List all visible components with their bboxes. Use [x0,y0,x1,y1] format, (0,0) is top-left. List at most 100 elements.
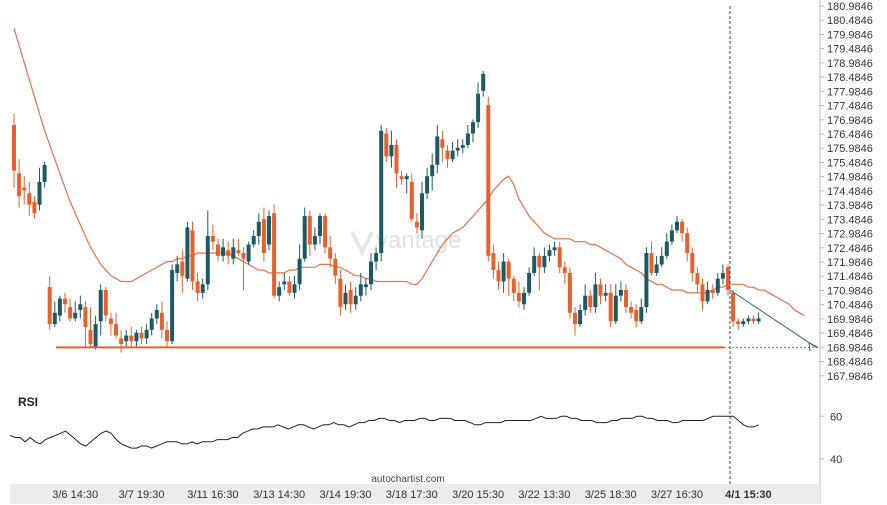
candle-body [98,290,103,322]
candle-body [52,312,57,325]
candle [649,241,654,276]
candle [680,218,685,242]
candle-body [715,278,720,293]
candle-body [103,290,108,316]
candle [292,275,297,299]
candle [236,238,241,256]
moving-average-layer [13,28,805,317]
candle [338,270,343,316]
price-tick-label: 176.9846 [827,115,873,127]
candle-body [114,324,118,336]
candle [527,267,532,296]
candle-body [710,290,715,293]
candle-body [741,321,746,325]
candle-body [68,307,73,319]
candle-body [369,261,373,285]
candle [486,96,491,262]
price-tick-label: 179.9846 [827,29,873,41]
candle-body [450,150,455,160]
candle-body [261,218,266,254]
candle-body [93,324,98,347]
candle [348,281,353,313]
candle [552,241,557,256]
date-axis: 3/6 14:30 3/7 19:30 3/11 16:30 3/13 14:30 3/… [52,489,771,501]
candle-body [588,295,593,308]
candle [241,247,246,291]
candle-body [149,318,154,330]
candle-body [516,292,521,302]
candle-body [409,181,414,219]
rsi-tick-label: 60 [830,411,842,423]
date-tick-label: 3/25 18:30 [585,489,637,501]
candle-body [445,150,450,160]
candle [312,227,317,251]
candle-body [629,307,634,313]
candle-body [481,73,486,91]
candle-body [567,272,572,313]
candle [226,241,231,265]
candle-body [420,193,424,231]
candle-body [83,307,88,327]
candle [435,125,440,174]
candle [629,301,634,319]
date-tick-label: 3/6 14:30 [52,489,98,501]
candle [287,275,292,296]
candle [170,264,175,345]
candle [384,127,389,163]
candle [404,173,409,194]
candle [669,224,674,245]
candle [353,287,358,310]
candle-body [491,253,496,271]
candle [690,247,695,282]
candle-body [389,144,394,157]
price-tick-label: 174.4846 [827,186,873,198]
candle [751,315,756,325]
candle-body [47,287,52,325]
candle [450,142,455,163]
candle [221,238,226,262]
candle-body [746,318,751,322]
candle [399,170,404,185]
price-tick-label: 178.9846 [827,58,873,70]
candle-body [690,253,695,273]
price-tick-label: 177.9846 [827,86,873,98]
candle-body [374,253,379,262]
forecast-line [729,289,817,348]
candle-body [654,264,659,273]
candle-body [272,213,277,296]
candle [88,307,93,347]
candle-body [221,247,226,256]
candle-body [511,278,516,293]
candle [52,301,57,327]
candle [73,301,78,322]
candle-body [639,307,644,322]
price-axis: 180.9846 180.4846 179.9846 179.4846 178.9846… [819,0,873,504]
candle [547,244,552,262]
candle [154,304,159,325]
candle-body [159,312,164,330]
candle-body [557,247,562,268]
candle [639,298,644,325]
candle-body [119,338,124,345]
candle [659,247,664,268]
candle [654,255,659,276]
candle [624,284,628,313]
candle [501,253,506,293]
candle [511,275,516,302]
rsi-line [9,415,759,449]
candle-body [205,235,210,285]
candle [532,247,537,276]
candle-body [348,290,353,305]
candle [328,235,333,268]
candle [343,284,348,310]
candle [63,292,67,313]
candle [409,173,414,222]
candle [37,167,42,211]
candle [588,290,593,313]
candle-body [756,318,761,322]
candle-body [460,144,465,148]
candle-body [57,298,62,316]
candle [608,284,613,327]
candle-body [200,284,205,293]
candle [12,113,16,188]
